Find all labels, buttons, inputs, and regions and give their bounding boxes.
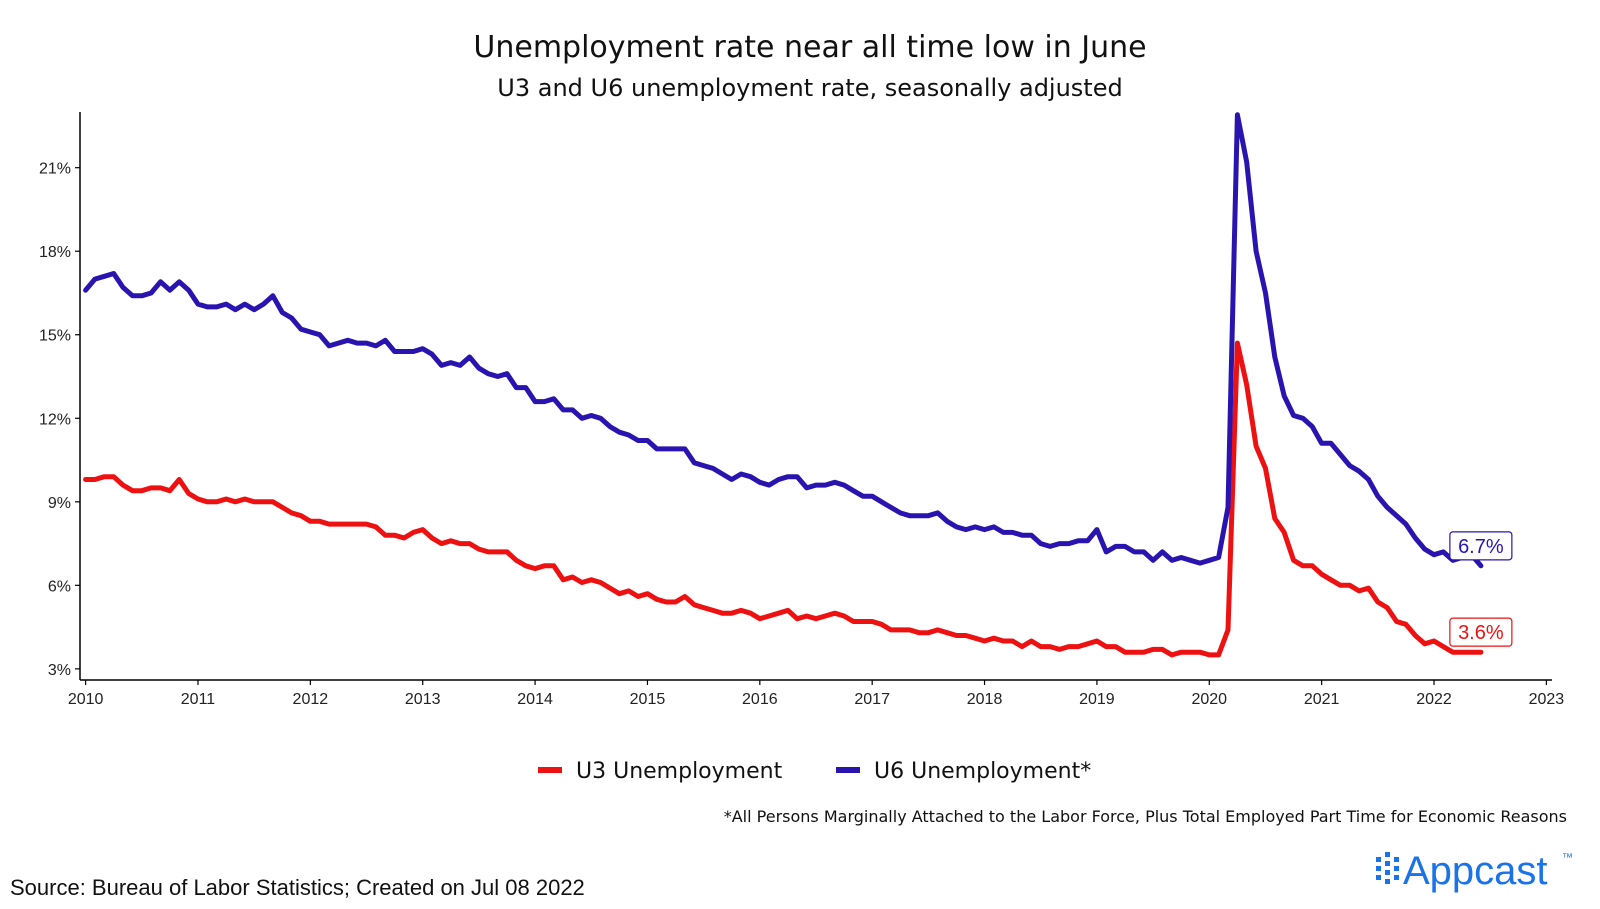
series-layer (83, 112, 1484, 658)
chart-title: Unemployment rate near all time low in J… (473, 30, 1146, 65)
x-tick-label: 2023 (1529, 691, 1565, 708)
x-tick-label: 2013 (405, 691, 441, 708)
x-tick-label: 2016 (742, 691, 778, 708)
end-label-box (1449, 531, 1513, 561)
x-tick-label: 2021 (1304, 691, 1340, 708)
legend: U3 Unemployment U6 Unemployment* (538, 759, 1091, 784)
x-tick-label: 2014 (517, 691, 553, 708)
series-line-u3 (83, 340, 1484, 658)
appcast-logo: Appcast ™ (1376, 849, 1573, 893)
y-tick-label: 3% (48, 662, 71, 679)
end-label-value: 3.6% (1458, 622, 1504, 644)
axes: 3% 6% 9% 12% 15% 18% 21% 2010 2011 2012 2013 2014 20… (39, 112, 1564, 708)
end-label-box (1449, 617, 1513, 647)
x-tick-label: 2019 (1079, 691, 1115, 708)
appcast-dots-icon (1376, 852, 1399, 884)
x-tick-label: 2011 (181, 691, 216, 708)
source-note: Source: Bureau of Labor Statistics; Crea… (10, 875, 585, 900)
end-label-u6: 6.7% (1449, 531, 1513, 561)
legend-label-u6: U6 Unemployment* (874, 759, 1091, 784)
series-line-u6 (83, 112, 1484, 569)
y-tick-label: 9% (48, 495, 71, 512)
legend-label-u3: U3 Unemployment (576, 759, 783, 784)
end-label-u3: 3.6% (1449, 617, 1513, 647)
end-label-value: 6.7% (1458, 536, 1504, 558)
x-tick-label: 2020 (1191, 691, 1227, 708)
end-labels: 3.6% 6.7% (1449, 531, 1513, 647)
y-tick-label: 15% (39, 328, 71, 345)
x-tick-label: 2018 (967, 691, 1003, 708)
y-tick-label: 6% (48, 578, 71, 595)
x-tick-label: 2017 (854, 691, 890, 708)
y-tick-label: 12% (39, 411, 71, 428)
brand-name: Appcast (1403, 849, 1548, 893)
x-tick-label: 2012 (293, 691, 329, 708)
y-tick-label: 18% (39, 244, 71, 261)
x-tick-label: 2010 (68, 691, 104, 708)
chart-subtitle: U3 and U6 unemployment rate, seasonally … (497, 74, 1122, 102)
y-tick-label: 21% (39, 161, 71, 178)
x-tick-label: 2015 (630, 691, 666, 708)
footnote: *All Persons Marginally Attached to the … (724, 807, 1567, 826)
x-tick-label: 2022 (1416, 691, 1452, 708)
brand-tm: ™ (1562, 852, 1573, 864)
